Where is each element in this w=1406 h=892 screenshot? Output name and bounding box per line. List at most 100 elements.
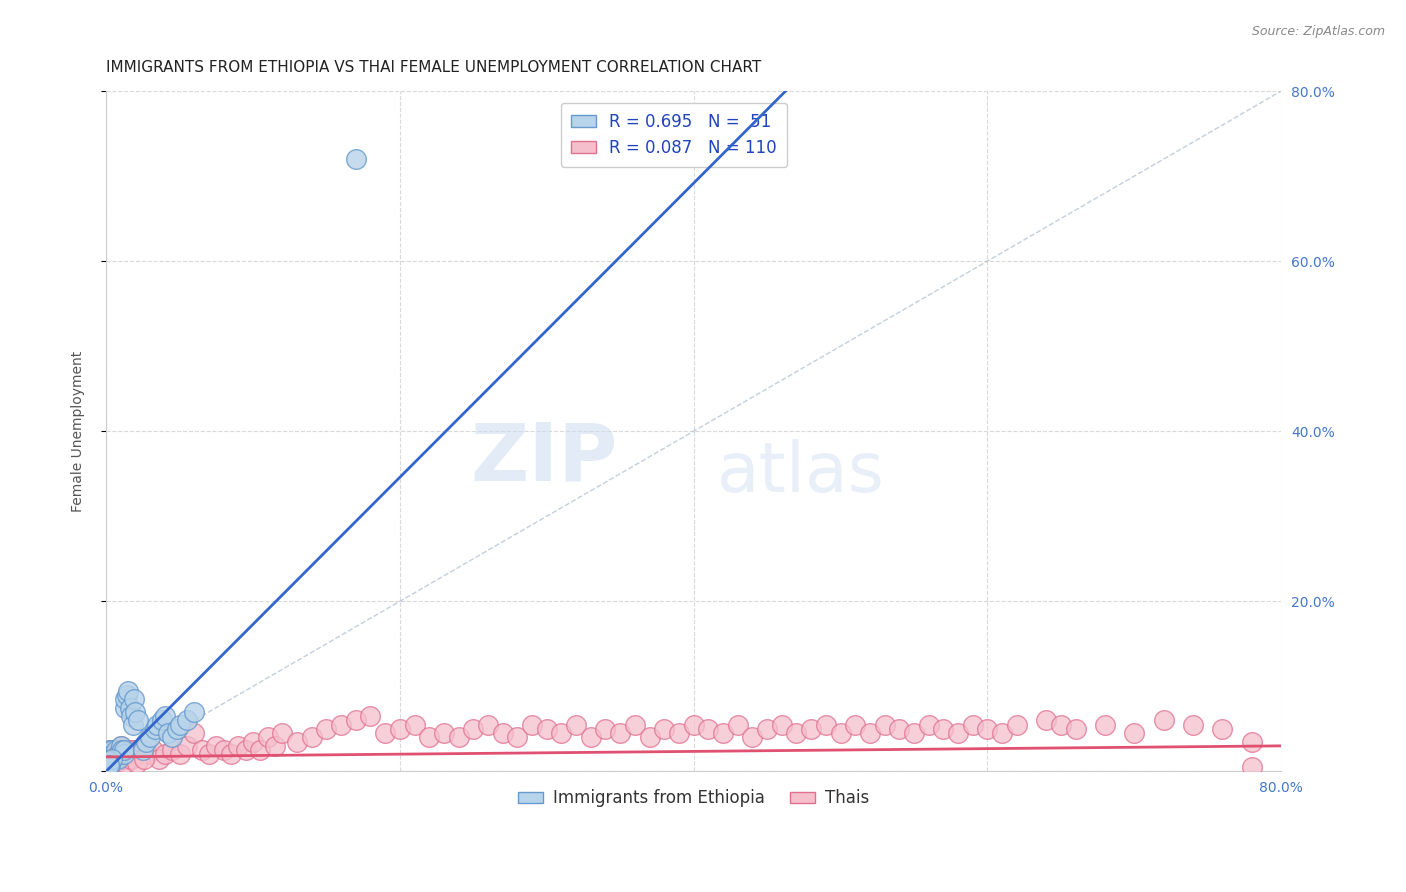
- Point: [121, 743, 143, 757]
- Point: [711, 726, 734, 740]
- Point: [463, 722, 485, 736]
- Point: [98, 751, 121, 765]
- Point: [122, 747, 145, 762]
- Point: [143, 722, 166, 736]
- Text: Source: ZipAtlas.com: Source: ZipAtlas.com: [1251, 25, 1385, 38]
- Point: [115, 688, 138, 702]
- Point: [609, 726, 631, 740]
- Point: [198, 747, 221, 762]
- Point: [96, 756, 118, 770]
- Point: [652, 722, 675, 736]
- Point: [112, 747, 135, 762]
- Point: [176, 714, 198, 728]
- Point: [107, 751, 129, 765]
- Point: [1050, 717, 1073, 731]
- Point: [135, 734, 157, 748]
- Point: [344, 152, 367, 166]
- Point: [520, 717, 543, 731]
- Point: [105, 747, 128, 762]
- Point: [101, 751, 124, 765]
- Point: [1035, 714, 1057, 728]
- Point: [136, 747, 159, 762]
- Point: [169, 717, 191, 731]
- Point: [118, 743, 141, 757]
- Point: [190, 743, 212, 757]
- Point: [120, 747, 142, 762]
- Point: [668, 726, 690, 740]
- Point: [120, 709, 142, 723]
- Point: [962, 717, 984, 731]
- Point: [114, 692, 136, 706]
- Point: [235, 743, 257, 757]
- Point: [96, 756, 118, 770]
- Point: [96, 747, 118, 762]
- Point: [107, 743, 129, 757]
- Point: [98, 751, 121, 765]
- Y-axis label: Female Unemployment: Female Unemployment: [72, 351, 86, 512]
- Point: [110, 751, 132, 765]
- Point: [98, 747, 121, 762]
- Point: [903, 726, 925, 740]
- Point: [110, 743, 132, 757]
- Point: [104, 747, 127, 762]
- Point: [117, 683, 139, 698]
- Point: [595, 722, 617, 736]
- Point: [1211, 722, 1233, 736]
- Point: [160, 743, 183, 757]
- Point: [176, 739, 198, 753]
- Point: [103, 751, 125, 765]
- Point: [105, 756, 128, 770]
- Point: [114, 743, 136, 757]
- Point: [142, 743, 165, 757]
- Point: [127, 747, 149, 762]
- Point: [115, 747, 138, 762]
- Point: [624, 717, 647, 731]
- Point: [1240, 734, 1263, 748]
- Point: [374, 726, 396, 740]
- Point: [146, 717, 169, 731]
- Point: [1240, 760, 1263, 774]
- Point: [134, 751, 156, 765]
- Point: [120, 751, 142, 765]
- Point: [844, 717, 866, 731]
- Point: [418, 731, 440, 745]
- Point: [107, 747, 129, 762]
- Point: [105, 751, 128, 765]
- Point: [100, 743, 122, 757]
- Point: [264, 739, 287, 753]
- Point: [153, 747, 176, 762]
- Point: [124, 705, 146, 719]
- Point: [330, 717, 353, 731]
- Point: [166, 722, 188, 736]
- Point: [249, 743, 271, 757]
- Point: [125, 756, 148, 770]
- Point: [433, 726, 456, 740]
- Point: [205, 739, 228, 753]
- Point: [132, 743, 155, 757]
- Point: [112, 747, 135, 762]
- Point: [156, 726, 179, 740]
- Point: [285, 734, 308, 748]
- Point: [301, 731, 323, 745]
- Point: [1094, 717, 1116, 731]
- Point: [1005, 717, 1028, 731]
- Point: [124, 743, 146, 757]
- Point: [108, 747, 131, 762]
- Point: [104, 751, 127, 765]
- Point: [183, 705, 205, 719]
- Point: [219, 747, 242, 762]
- Point: [105, 743, 128, 757]
- Point: [565, 717, 588, 731]
- Point: [477, 717, 499, 731]
- Text: ZIP: ZIP: [470, 419, 617, 498]
- Point: [1153, 714, 1175, 728]
- Point: [150, 714, 173, 728]
- Point: [112, 743, 135, 757]
- Point: [359, 709, 381, 723]
- Point: [682, 717, 704, 731]
- Point: [122, 692, 145, 706]
- Point: [111, 743, 134, 757]
- Point: [103, 747, 125, 762]
- Point: [100, 747, 122, 762]
- Point: [859, 726, 882, 740]
